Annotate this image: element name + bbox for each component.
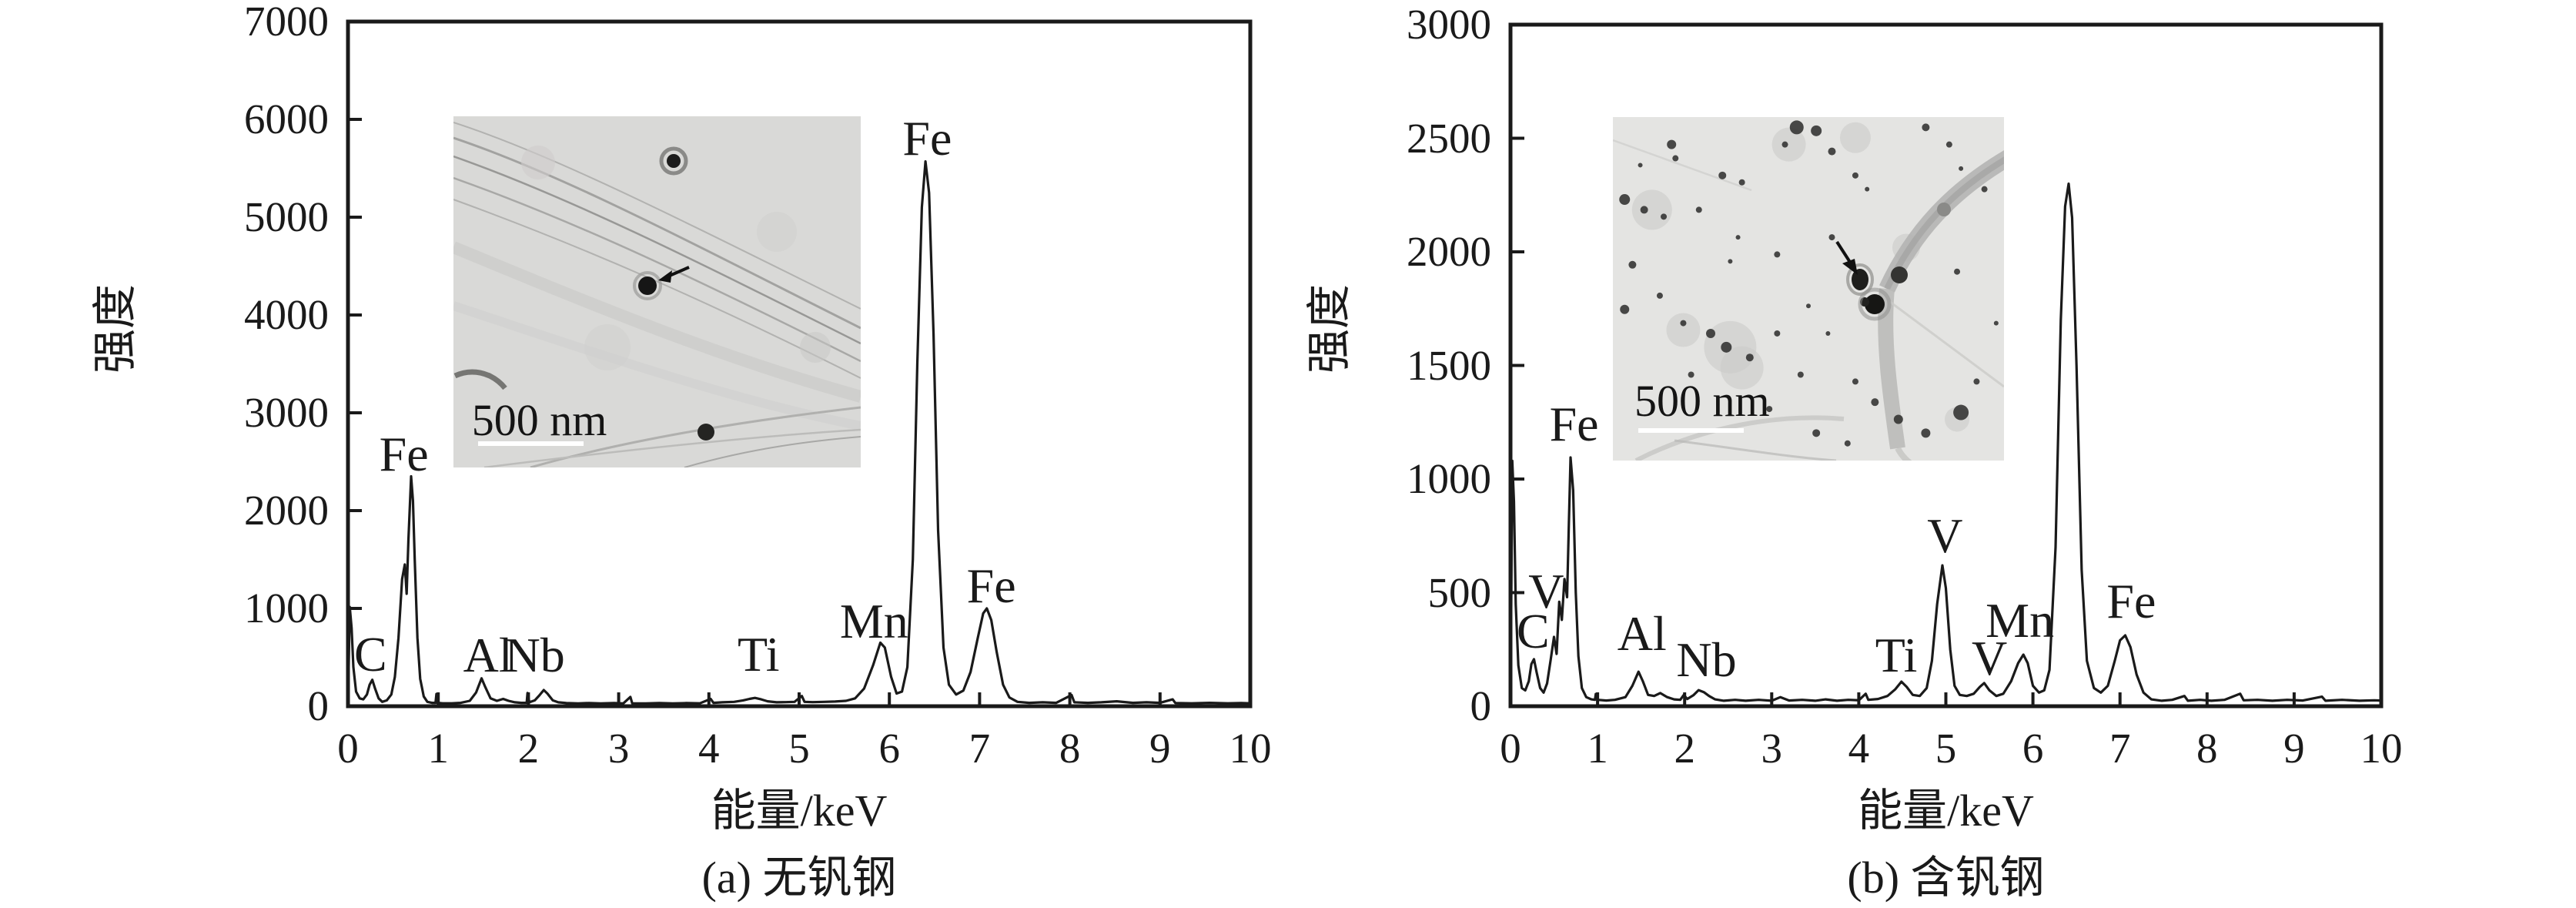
peak-label-C: C: [353, 626, 387, 682]
y-tick-label: 2500: [1407, 114, 1491, 162]
x-tick-label: 5: [1935, 725, 1957, 772]
x-tick-label: 3: [1761, 725, 1783, 772]
x-tick-label: 1: [427, 725, 449, 772]
x-tick-label: 3: [607, 725, 630, 772]
tem-micrograph-texture-b: [1613, 120, 2004, 461]
x-tick-label: 2: [1674, 725, 1695, 772]
x-tick-label: 10: [2360, 725, 2403, 772]
x-tick-label: 0: [337, 725, 359, 772]
x-tick-label: 6: [878, 725, 900, 772]
peak-label-Fe: Fe: [379, 426, 429, 481]
peak-label-Nb: Nb: [504, 627, 565, 682]
peak-label-V: V: [1528, 564, 1564, 619]
x-tick-label: 5: [788, 725, 810, 772]
peak-label-V: V: [1927, 508, 1963, 563]
y-tick-label: 4000: [244, 291, 329, 338]
y-axis-title: 强度: [1304, 284, 1354, 374]
peak-label-V: V: [1971, 631, 2008, 686]
peak-label-Mn: Mn: [1986, 593, 2055, 648]
peak-label-Ti: Ti: [1875, 627, 1918, 682]
x-tick-label: 8: [2196, 725, 2218, 772]
panel-caption: (a) 无钒钢: [701, 853, 897, 903]
y-tick-label: 2000: [244, 487, 329, 534]
peak-label-Ti: Ti: [737, 626, 780, 682]
tem-inset-a: 500 nm: [453, 116, 861, 467]
y-tick-label: 1000: [244, 585, 329, 632]
x-tick-label: 1: [1587, 725, 1608, 772]
x-tick-label: 10: [1229, 725, 1272, 772]
x-axis-title: 能量/keV: [1858, 786, 2034, 836]
y-tick-label: 0: [1470, 682, 1492, 729]
precipitate-particle: [638, 276, 657, 295]
x-tick-label: 8: [1059, 725, 1081, 772]
precipitate-particle: [1852, 269, 1868, 290]
x-tick-label: 7: [969, 725, 991, 772]
peak-label-C: C: [1517, 603, 1550, 658]
y-tick-label: 1500: [1407, 341, 1491, 389]
spectrum-plot-b: [1508, 22, 2384, 709]
y-tick-label: 5000: [244, 193, 329, 240]
peak-label-Al: Al: [1617, 605, 1667, 661]
scale-bar-label: 500 nm: [471, 394, 607, 445]
y-tick-label: 6000: [244, 95, 329, 142]
precipitate-particle: [698, 424, 714, 441]
x-tick-label: 6: [2022, 725, 2044, 772]
precipitate-particle: [1865, 294, 1885, 314]
panel-caption: (b) 含钒钢: [1847, 853, 2045, 903]
peak-label-Al: Al: [463, 627, 513, 682]
peak-label-Mn: Mn: [839, 593, 908, 648]
y-axis-title: 强度: [90, 284, 140, 374]
spectrum-plot-a: [346, 19, 1253, 709]
y-tick-label: 3000: [244, 389, 329, 436]
peak-label-Fe: Fe: [966, 558, 1016, 613]
x-tick-label: 2: [517, 725, 540, 772]
x-tick-label: 0: [1500, 725, 1521, 772]
precipitate-particle: [659, 146, 688, 176]
y-tick-label: 3000: [1407, 1, 1491, 48]
arrow-annotation-icon: [658, 266, 690, 283]
tem-micrograph-texture-a: [453, 122, 861, 467]
y-tick-label: 2000: [1407, 228, 1491, 275]
x-tick-label: 9: [1149, 725, 1171, 772]
x-axis-title: 能量/keV: [711, 786, 888, 836]
eds-spectrum-curve: [346, 160, 1251, 706]
x-tick-label: 9: [2283, 725, 2305, 772]
tem-inset-b: 500 nm: [1613, 117, 2004, 461]
scale-bar-label: 500 nm: [1634, 375, 1770, 426]
y-tick-label: 1000: [1407, 455, 1491, 502]
x-tick-label: 4: [1848, 725, 1870, 772]
y-tick-label: 7000: [244, 0, 329, 45]
y-tick-label: 500: [1427, 568, 1492, 616]
peak-label-Fe: Fe: [2106, 574, 2156, 629]
peak-label-Fe: Fe: [1549, 397, 1599, 452]
x-tick-label: 4: [698, 725, 720, 772]
scale-bar: [1638, 427, 1745, 433]
arrow-annotation-icon: [1835, 240, 1858, 275]
peak-label-Nb: Nb: [1676, 632, 1737, 687]
peak-label-Fe: Fe: [902, 111, 952, 166]
x-tick-label: 7: [2109, 725, 2131, 772]
scale-bar: [477, 441, 584, 446]
eds-spectrum-curve: [1509, 182, 2382, 705]
y-tick-label: 0: [307, 682, 330, 729]
